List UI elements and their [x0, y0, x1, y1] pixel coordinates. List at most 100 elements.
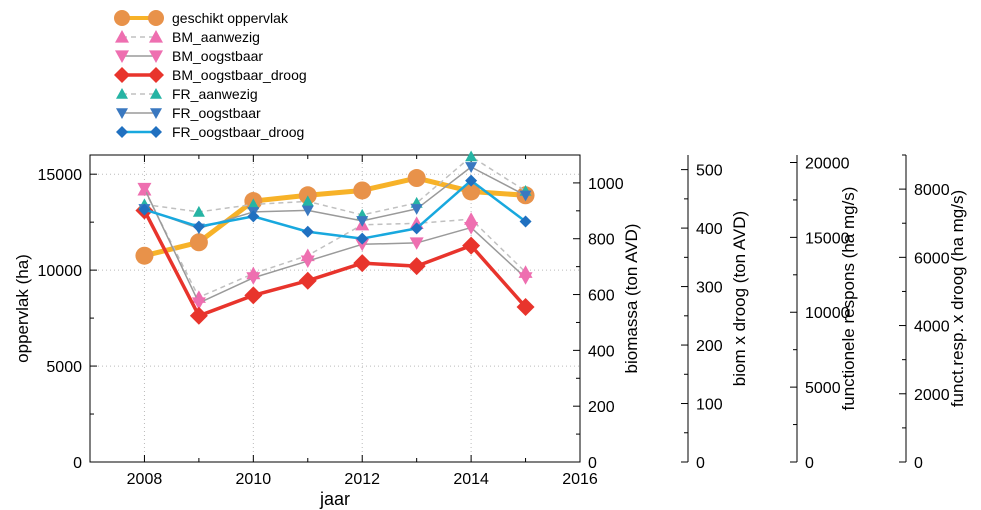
- y-tick-label: 300: [696, 280, 723, 297]
- data-point: [409, 237, 424, 250]
- y-axis-label: functionele respons (ha mg/s): [839, 187, 858, 411]
- y-axis-label: biom x droog (ton AVD): [730, 211, 749, 386]
- series-line: [144, 155, 526, 216]
- series-FR_oogstbaar_droog: [138, 174, 532, 245]
- data-point: [298, 271, 317, 290]
- data-point: [138, 203, 151, 216]
- legend-label: FR_oogstbaar: [172, 105, 261, 121]
- data-point: [244, 286, 263, 305]
- data-point: [189, 306, 208, 325]
- y-tick-label: 2000: [914, 387, 950, 404]
- x-axis-label: jaar: [319, 489, 350, 509]
- x-tick-label: 2014: [453, 471, 489, 488]
- legend-label: FR_aanwezig: [172, 86, 258, 102]
- data-point: [465, 174, 478, 187]
- data-point: [356, 216, 369, 227]
- legend-item-FR_aanwezig: FR_aanwezig: [116, 86, 258, 102]
- legend-marker: [150, 88, 162, 99]
- legend-marker: [116, 108, 128, 119]
- y-tick-label: 4000: [914, 319, 950, 336]
- y-tick-label: 6000: [914, 250, 950, 267]
- x-tick-label: 2010: [236, 471, 272, 488]
- data-point: [300, 255, 315, 269]
- series-line: [143, 188, 527, 304]
- y-axis-label: funct.resp. x droog (ha mg/s): [948, 190, 967, 407]
- data-point: [192, 205, 205, 217]
- y-tick-label: 0: [696, 455, 705, 472]
- data-point: [407, 169, 426, 188]
- legend-marker: [114, 10, 130, 26]
- data-point: [355, 238, 370, 252]
- legend-label: BM_oogstbaar_droog: [172, 67, 307, 83]
- legend-label: geschikt oppervlak: [172, 10, 289, 26]
- y-tick-label: 0: [73, 455, 82, 472]
- y-tick-label: 5000: [46, 359, 82, 376]
- y-tick-label: 0: [805, 455, 814, 472]
- y-axis-fr: 0 5000 10000 15000 20000 functionele respons …: [790, 155, 858, 472]
- x-tick-label: 2008: [127, 471, 163, 488]
- data-point: [189, 233, 208, 252]
- y-axis-label: biomassa (ton AVD): [622, 224, 641, 374]
- legend-marker: [148, 67, 164, 83]
- y-tick-label: 8000: [914, 182, 950, 199]
- data-point: [135, 246, 154, 265]
- y-tick-label: 1000: [588, 176, 624, 193]
- y-tick-label: 20000: [805, 155, 850, 172]
- data-point: [192, 220, 205, 233]
- y-tick-label: 10000: [805, 305, 850, 322]
- data-point: [464, 221, 479, 235]
- y-tick-label: 5000: [805, 380, 841, 397]
- series-line: [142, 209, 527, 318]
- data-point: [464, 212, 479, 225]
- data-point: [247, 198, 260, 210]
- plot-border: [89, 154, 581, 463]
- data-point: [356, 232, 369, 245]
- x-tick-label: 2016: [562, 471, 598, 488]
- y-tick-label: 10000: [38, 263, 83, 280]
- series-layer: [135, 150, 535, 325]
- data-point: [137, 182, 152, 196]
- y-tick-label: 0: [914, 455, 923, 472]
- legend-label: BM_oogstbaar: [172, 48, 263, 64]
- legend-marker: [149, 30, 163, 43]
- legend-marker: [148, 10, 164, 26]
- legend-marker: [116, 88, 128, 99]
- data-point: [465, 162, 478, 173]
- y-axis-label: oppervlak (ha): [13, 254, 32, 363]
- y-tick-label: 400: [696, 221, 723, 238]
- data-point: [462, 182, 481, 201]
- legend-label: FR_oogstbaar_droog: [172, 124, 304, 140]
- data-point: [247, 210, 260, 223]
- data-point: [191, 297, 206, 310]
- data-point: [301, 195, 314, 207]
- data-point: [298, 186, 317, 205]
- legend-item-BM_oogstbaar_droog: BM_oogstbaar_droog: [114, 67, 307, 83]
- y-tick-label: 200: [588, 399, 615, 416]
- data-point: [516, 298, 535, 317]
- data-point: [410, 222, 423, 235]
- legend-marker: [116, 126, 128, 138]
- legend-label: BM_aanwezig: [172, 29, 260, 45]
- legend-item-BM_oogstbaar: BM_oogstbaar: [115, 48, 263, 64]
- y-tick-label: 100: [696, 397, 723, 414]
- data-point: [410, 204, 423, 215]
- y-axis-bio: 0 200 400 600 800 1000 biomassa (ton AVD): [573, 154, 641, 472]
- data-point: [519, 190, 532, 202]
- data-point: [353, 254, 372, 273]
- legend-marker: [115, 30, 129, 43]
- legend-item-geschikt oppervlak: geschikt oppervlak: [114, 10, 289, 26]
- y-tick-label: 0: [588, 455, 597, 472]
- axes: 2008 2010 2012 2014 2016jaar050001000015000o…: [13, 154, 967, 509]
- grid: [90, 155, 580, 462]
- y-tick-label: 600: [588, 288, 615, 305]
- data-point: [301, 205, 314, 217]
- y-axis-opp: 0 5000 10000 15000 oppervlak (ha): [13, 167, 97, 472]
- data-point: [518, 272, 533, 285]
- y-tick-label: 200: [696, 338, 723, 355]
- data-point: [246, 272, 261, 285]
- x-tick-label: 2012: [344, 471, 380, 488]
- data-point: [353, 181, 372, 200]
- legend-marker: [149, 50, 163, 63]
